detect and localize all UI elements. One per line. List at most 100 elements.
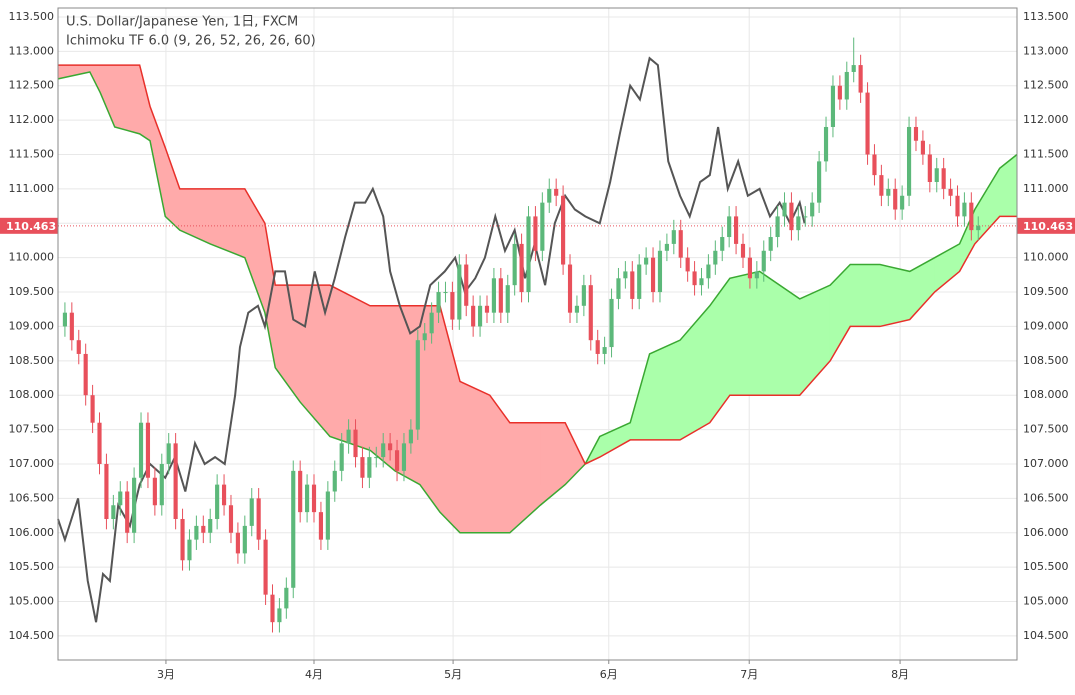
candle-body — [699, 278, 704, 286]
candle-body — [408, 429, 413, 444]
y-tick-label: 108.000 — [9, 388, 55, 401]
candle-body — [768, 237, 773, 251]
candle-body — [512, 243, 517, 286]
candle-body — [415, 340, 420, 430]
y-tick-label-right: 111.500 — [1023, 147, 1069, 160]
candle-body — [62, 312, 67, 327]
x-tick-label: 5月 — [444, 668, 462, 681]
y-tick-label: 113.000 — [9, 44, 55, 57]
candle-body — [381, 443, 386, 458]
candle-body — [789, 202, 794, 231]
candle-body — [457, 264, 462, 320]
candle-body — [401, 443, 407, 471]
candle-body — [906, 126, 912, 196]
y-tick-label: 108.500 — [9, 354, 55, 367]
candle-body — [540, 202, 545, 251]
lines — [57, 56, 1018, 623]
candle-body — [920, 140, 925, 155]
cloud-fill — [649, 339, 681, 441]
last-price-label: 110.463 — [1023, 220, 1073, 233]
candle-body — [533, 216, 538, 251]
candle-body — [630, 271, 635, 299]
candle-body — [443, 292, 448, 294]
candle-body — [865, 92, 870, 155]
cloud — [57, 64, 1018, 534]
candle-body — [256, 498, 261, 540]
candle-body — [851, 65, 856, 72]
y-tick-label: 111.000 — [9, 182, 55, 195]
cloud-fill — [729, 271, 760, 396]
candle-body — [893, 188, 898, 210]
candle-body — [886, 188, 891, 196]
candle-body — [740, 243, 746, 258]
candle-body — [422, 333, 427, 341]
candle-body — [104, 463, 109, 520]
candle-body — [872, 154, 877, 176]
y-tick-label: 112.500 — [9, 79, 55, 92]
candle-body — [713, 250, 718, 265]
candle-body — [844, 71, 849, 100]
candle-body — [574, 305, 580, 313]
candle-body — [132, 477, 137, 533]
candle-body — [339, 443, 344, 471]
candle-body — [567, 264, 573, 313]
candle-body — [595, 340, 600, 354]
y-tick-label: 106.000 — [9, 526, 55, 539]
candle-body — [879, 175, 884, 196]
candle-body — [173, 443, 178, 520]
candle-body — [208, 519, 213, 533]
candle-body — [194, 525, 199, 540]
cloud-fill — [459, 381, 491, 534]
candle-body — [734, 216, 739, 244]
candle-body — [367, 457, 372, 478]
candle-body — [291, 470, 296, 588]
candle-body — [969, 202, 974, 231]
candle-body — [305, 484, 310, 513]
candle-body — [955, 195, 960, 217]
y-tick-label: 109.000 — [9, 319, 55, 332]
candle-body — [692, 271, 697, 286]
y-tick-label: 104.500 — [9, 629, 55, 642]
y-tick-label-right: 107.500 — [1023, 423, 1069, 436]
y-tick-label: 111.500 — [9, 147, 55, 160]
candle-body — [284, 587, 289, 609]
candle-body — [858, 65, 863, 93]
candle-body — [159, 463, 164, 506]
candle-body — [609, 298, 614, 348]
y-tick-label-right: 113.000 — [1023, 44, 1069, 57]
candle-body — [346, 429, 351, 444]
x-tick-label: 4月 — [305, 668, 323, 681]
candle-body — [221, 484, 227, 506]
x-tick-label: 7月 — [740, 668, 758, 681]
candle-body — [685, 257, 690, 272]
candle-body — [270, 594, 275, 623]
y-tick-label-right: 107.000 — [1023, 457, 1069, 470]
last-price-label: 110.463 — [6, 220, 56, 233]
candle-body — [498, 278, 503, 313]
y-tick-label-right: 110.000 — [1023, 251, 1069, 264]
candle-body — [948, 188, 953, 196]
candle-body — [775, 216, 780, 238]
candle-body — [118, 491, 123, 506]
axes: 104.500 104.500 105.000 105.000 105.500 105.5… — [0, 10, 1075, 681]
candle-body — [464, 264, 469, 306]
candle-body — [187, 539, 192, 561]
x-tick-label: 6月 — [600, 668, 618, 681]
candle-body — [547, 188, 552, 203]
cloud-fill — [329, 284, 371, 451]
candle-body — [332, 470, 337, 492]
candle-body — [657, 250, 663, 293]
plot-frame — [57, 7, 1018, 661]
y-tick-label-right: 109.000 — [1023, 319, 1069, 332]
candle-body — [477, 305, 483, 327]
candle-body — [152, 477, 157, 506]
y-tick-label-right: 104.500 — [1023, 629, 1069, 642]
candle-body — [706, 264, 711, 279]
candle-body — [602, 347, 607, 354]
last-price-tag — [0, 217, 58, 234]
candle-body — [374, 457, 379, 459]
y-tick-label-right: 112.000 — [1023, 113, 1069, 126]
candle-body — [138, 422, 144, 478]
